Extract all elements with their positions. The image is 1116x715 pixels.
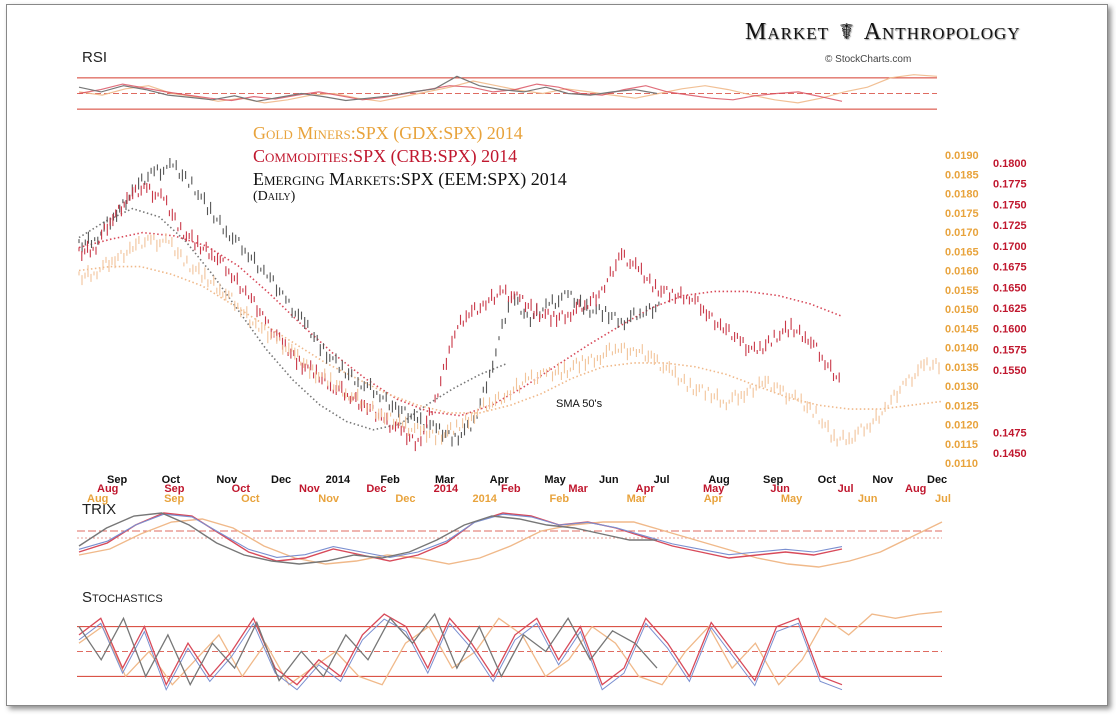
stoch-signal-commodities — [78, 618, 843, 691]
chart-subtitle: (Daily) — [253, 189, 296, 204]
gold-axis-tick: 0.0130 — [945, 381, 979, 393]
month-label-emerging: Dec — [271, 474, 291, 486]
month-label-commodities: Aug — [97, 483, 118, 495]
chart-frame: Market ☤ Anthropology © StockCharts.com … — [6, 4, 1108, 706]
month-label-emerging: Aug — [708, 474, 729, 486]
comm-axis-tick: 0.1675 — [993, 262, 1027, 274]
comm-axis-tick: 0.1575 — [993, 344, 1027, 356]
rsi-series-gold — [78, 74, 938, 104]
month-label-emerging: Mar — [435, 474, 455, 486]
title-emerging: Emerging Markets:SPX (EEM:SPX) 2014 — [253, 169, 567, 189]
chart-svg: 0.0190 0.0185 0.0180 0.0175 0.0170 0.0165 0.01… — [77, 74, 1027, 691]
month-label-commodities: 2014 — [434, 483, 459, 495]
month-label-gold: Oct — [241, 493, 260, 505]
gold-axis-tick: 0.0120 — [945, 420, 979, 432]
comm-axis-tick: 0.1600 — [993, 324, 1027, 336]
trix-label: TRIX — [82, 501, 117, 518]
title-gold: Gold Miners:SPX (GDX:SPX) 2014 — [253, 123, 523, 143]
month-label-emerging: Oct — [818, 474, 837, 486]
title-commodities: Commodities:SPX (CRB:SPX) 2014 — [253, 146, 518, 166]
month-label-emerging: May — [544, 474, 566, 486]
month-label-gold: Jul — [935, 493, 951, 505]
brand-title: Market ☤ Anthropology — [745, 19, 1021, 46]
month-label-gold: Aug — [87, 493, 108, 505]
month-label-emerging: Sep — [763, 474, 783, 486]
month-label-commodities: Jun — [770, 483, 790, 495]
month-label-commodities: Dec — [366, 483, 386, 495]
month-label-commodities: Feb — [501, 483, 521, 495]
month-label-commodities: Nov — [299, 483, 321, 495]
gold-axis-tick: 0.0160 — [945, 266, 979, 278]
stoch-series-gold — [78, 611, 943, 686]
sma50-line-emerging — [78, 207, 508, 431]
month-label-gold: Dec — [395, 493, 415, 505]
stochastics-label: Stochastics — [82, 589, 163, 606]
gold-axis-tick: 0.0145 — [945, 323, 979, 335]
source-credit: © StockCharts.com — [825, 54, 912, 65]
month-label-commodities: Sep — [164, 483, 184, 495]
month-label-emerging: Nov — [872, 474, 894, 486]
sma50-line-commodities — [78, 231, 843, 417]
month-label-emerging: Jun — [599, 474, 619, 486]
comm-axis-tick: 0.1775 — [993, 179, 1027, 191]
caduceus-icon: ☤ — [839, 19, 855, 44]
sma50-line-gold — [78, 265, 943, 414]
comm-axis-tick: 0.1625 — [993, 303, 1027, 315]
gold-axis-tick: 0.0185 — [945, 169, 979, 181]
month-label-gold: Nov — [318, 493, 340, 505]
month-label-emerging: Nov — [216, 474, 238, 486]
month-label-emerging: Feb — [380, 474, 400, 486]
trix-series-gold — [78, 518, 943, 568]
month-label-commodities: Aug — [905, 483, 926, 495]
gold-axis-tick: 0.0110 — [945, 458, 978, 470]
month-label-gold: May — [781, 493, 803, 505]
comm-axis-tick: 0.1550 — [993, 365, 1027, 377]
gold-axis-tick: 0.0155 — [945, 285, 979, 297]
gold-axis-tick: 0.0115 — [945, 439, 978, 451]
stoch-series-emerging — [78, 612, 658, 687]
rsi-series-commodities — [78, 83, 843, 102]
gold-axis-tick: 0.0150 — [945, 304, 979, 316]
month-label-emerging: Dec — [927, 474, 947, 486]
comm-axis-tick: 0.1800 — [993, 158, 1027, 170]
comm-axis-tick: 0.1700 — [993, 241, 1027, 253]
rsi-series-emerging — [78, 75, 658, 102]
sma-annotation: SMA 50's — [556, 398, 603, 410]
month-label-emerging: 2014 — [326, 474, 351, 486]
gold-axis-tick: 0.0135 — [945, 362, 979, 374]
month-label-commodities: Apr — [636, 483, 656, 495]
rsi-label: RSI — [82, 49, 108, 66]
stoch-series-commodities — [78, 613, 843, 687]
month-label-gold: Mar — [627, 493, 647, 505]
gold-axis-tick: 0.0125 — [945, 400, 979, 412]
month-label-gold: Jun — [858, 493, 878, 505]
month-label-emerging: Apr — [490, 474, 510, 486]
month-label-gold: Apr — [704, 493, 724, 505]
comm-axis-tick: 0.1650 — [993, 282, 1027, 294]
gold-axis-tick: 0.0190 — [945, 150, 979, 162]
month-label-gold: Feb — [550, 493, 570, 505]
gold-axis-tick: 0.0180 — [945, 189, 979, 201]
month-label-gold: Sep — [164, 493, 184, 505]
month-label-commodities: May — [703, 483, 725, 495]
gold-axis-tick: 0.0165 — [945, 246, 979, 258]
trix-series-emerging — [78, 512, 657, 565]
month-label-emerging: Jul — [654, 474, 670, 486]
comm-axis-tick: 0.1450 — [993, 448, 1027, 460]
gold-axis-tick: 0.0140 — [945, 343, 979, 355]
brand-title-right: Anthropology — [863, 19, 1021, 45]
month-label-commodities: Mar — [568, 483, 588, 495]
month-label-emerging: Sep — [107, 474, 127, 486]
month-label-emerging: Oct — [162, 474, 181, 486]
trix-signal-commodities — [78, 513, 843, 558]
gold-axis-tick: 0.0170 — [945, 227, 979, 239]
gold-axis-tick: 0.0175 — [945, 208, 979, 220]
month-label-commodities: Oct — [232, 483, 251, 495]
comm-axis-tick: 0.1475 — [993, 427, 1027, 439]
month-label-gold: 2014 — [472, 493, 497, 505]
month-label-commodities: Jul — [838, 483, 854, 495]
brand-title-left: Market — [745, 19, 830, 45]
comm-axis-tick: 0.1750 — [993, 199, 1027, 211]
comm-axis-tick: 0.1725 — [993, 220, 1027, 232]
